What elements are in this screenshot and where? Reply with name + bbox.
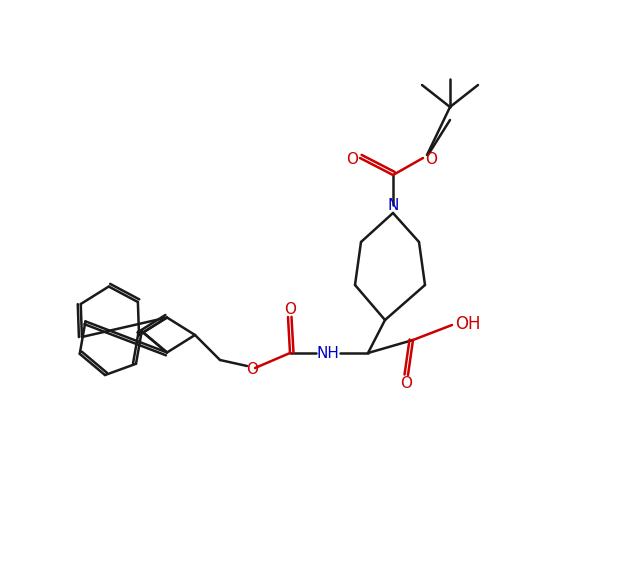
- Text: O: O: [346, 151, 358, 166]
- Text: O: O: [246, 361, 258, 376]
- Text: O: O: [400, 375, 412, 390]
- Text: NH: NH: [317, 346, 340, 361]
- Text: O: O: [284, 302, 296, 317]
- Text: O: O: [425, 153, 437, 168]
- Text: N: N: [388, 198, 399, 213]
- Text: OH: OH: [455, 315, 481, 333]
